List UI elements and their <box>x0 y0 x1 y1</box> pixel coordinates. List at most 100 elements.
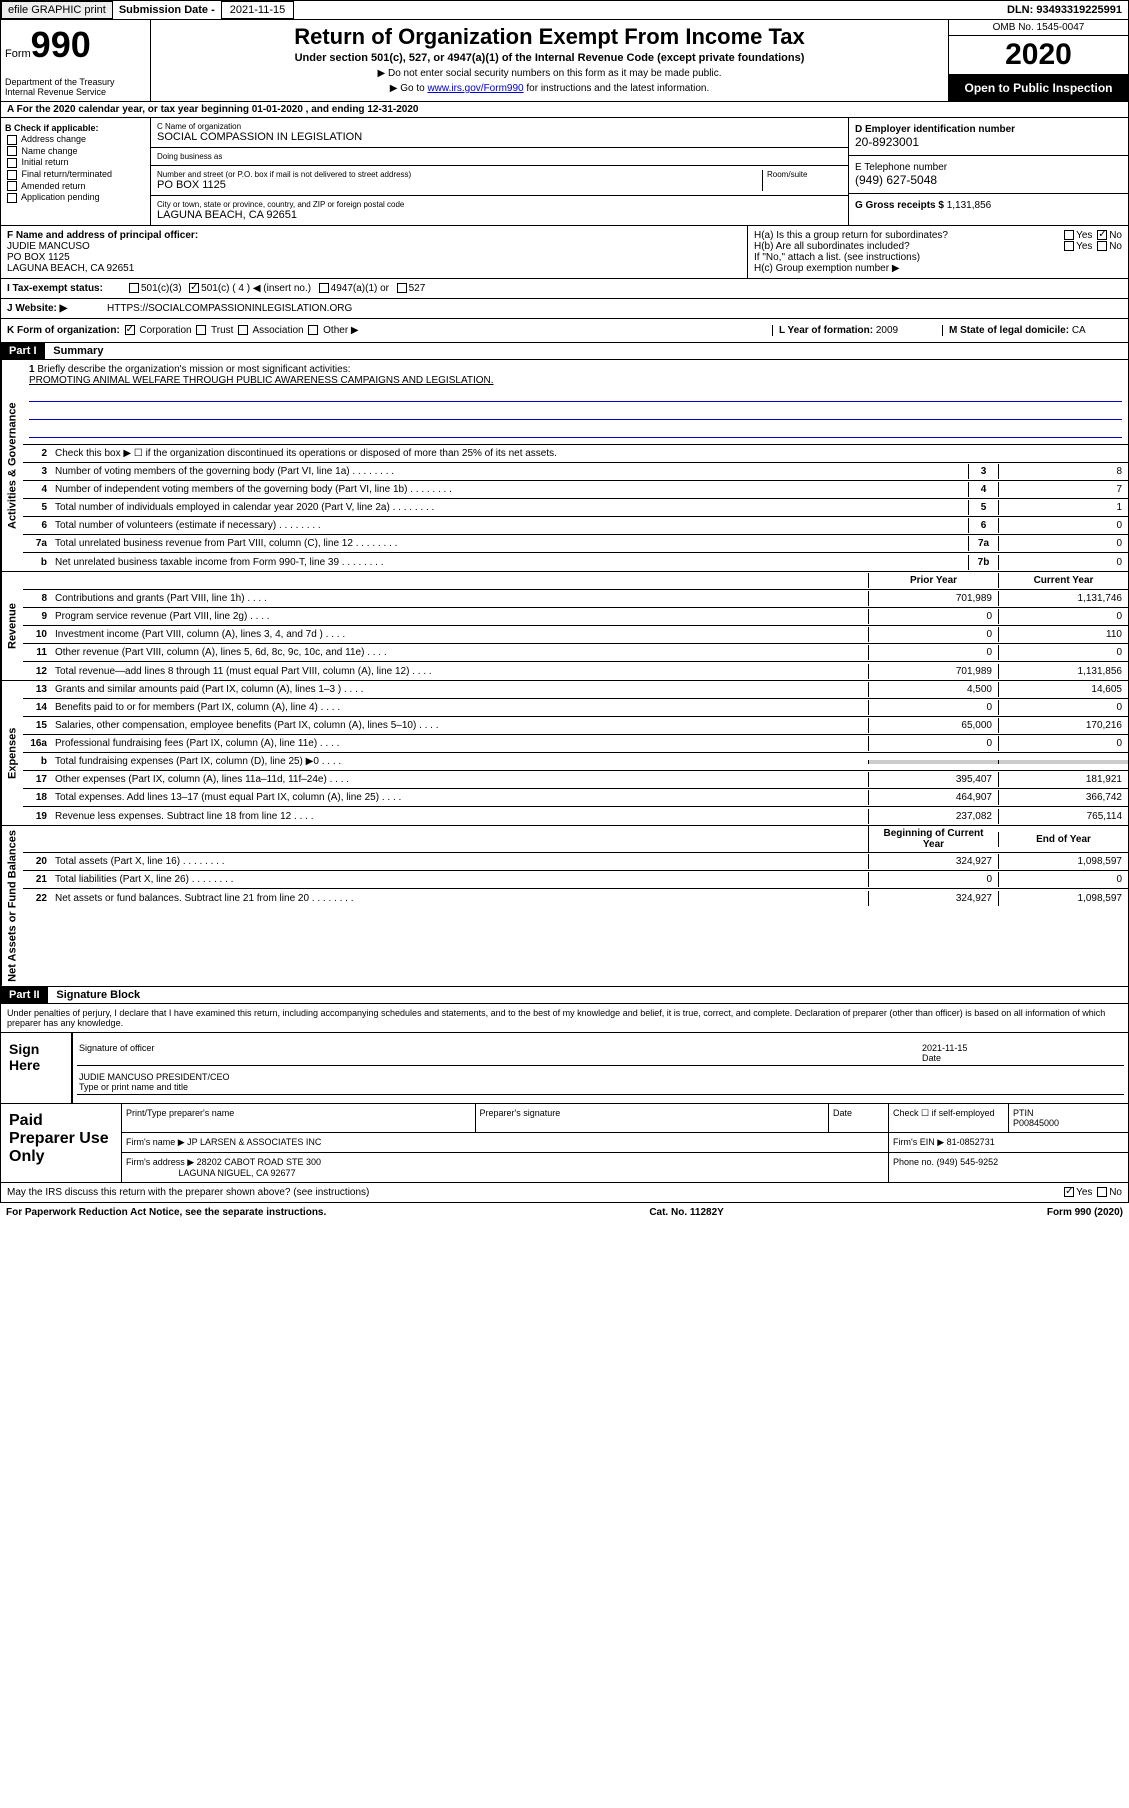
irs-link[interactable]: www.irs.gov/Form990 <box>427 83 523 94</box>
check-final-return[interactable] <box>7 170 17 180</box>
check-initial-return[interactable] <box>7 158 17 168</box>
discuss-yes[interactable] <box>1064 1187 1074 1197</box>
submission-date: 2021-11-15 <box>221 1 294 19</box>
tax-year: 2020 <box>949 36 1128 75</box>
open-to-public: Open to Public Inspection <box>949 75 1128 101</box>
org-name: SOCIAL COMPASSION IN LEGISLATION <box>157 131 842 143</box>
expenses-vlabel: Expenses <box>1 681 23 825</box>
check-amended[interactable] <box>7 181 17 191</box>
check-trust[interactable] <box>196 325 206 335</box>
gross-label: G Gross receipts $ <box>855 200 944 211</box>
discuss-label: May the IRS discuss this return with the… <box>7 1187 369 1198</box>
no-label2: No <box>1109 241 1122 252</box>
net-begin: 324,927 <box>868 891 998 906</box>
gov-line-text: Total number of volunteers (estimate if … <box>51 518 968 533</box>
prep-phone: (949) 545-9252 <box>937 1157 999 1167</box>
firm-addr2: LAGUNA NIGUEL, CA 92677 <box>179 1168 296 1178</box>
opt-527: 527 <box>409 283 426 294</box>
exp-current: 0 <box>998 736 1128 751</box>
block-i: I Tax-exempt status: 501(c)(3) 501(c) ( … <box>0 279 1129 299</box>
hb-no[interactable] <box>1097 241 1107 251</box>
sig-date: 2021-11-15 <box>922 1043 1122 1053</box>
line2: Check this box ▶ ☐ if the organization d… <box>51 446 1128 461</box>
state-domicile: CA <box>1072 325 1086 336</box>
label-address-change: Address change <box>21 134 86 144</box>
label-pending: Application pending <box>21 192 100 202</box>
year-formation: 2009 <box>876 325 898 336</box>
exp-line-text: Other expenses (Part IX, column (A), lin… <box>51 772 868 787</box>
check-501c3[interactable] <box>129 283 139 293</box>
governance-vlabel: Activities & Governance <box>1 360 23 571</box>
firm-addr1: 28202 CABOT ROAD STE 300 <box>197 1157 321 1167</box>
officer-label: F Name and address of principal officer: <box>7 230 198 241</box>
hb-yes[interactable] <box>1064 241 1074 251</box>
gov-line-box: 7b <box>968 555 998 570</box>
part2-title: Signature Block <box>50 987 146 1003</box>
col-begin: Beginning of Current Year <box>868 826 998 852</box>
blocks-deg: D Employer identification number 20-8923… <box>848 118 1128 225</box>
check-other[interactable] <box>308 325 318 335</box>
paid-preparer-label: Paid Preparer Use Only <box>1 1104 121 1182</box>
omb-number: OMB No. 1545-0047 <box>949 20 1128 36</box>
rev-prior: 701,989 <box>868 591 998 606</box>
check-address-change[interactable] <box>7 135 17 145</box>
net-end: 1,098,597 <box>998 854 1128 869</box>
submission-label: Submission Date - <box>113 2 221 18</box>
rev-prior: 701,989 <box>868 664 998 679</box>
rev-current: 1,131,746 <box>998 591 1128 606</box>
efile-print-button[interactable]: efile GRAPHIC print <box>1 1 113 19</box>
check-assoc[interactable] <box>238 325 248 335</box>
gov-line-text: Number of voting members of the governin… <box>51 464 968 479</box>
part1-badge: Part I <box>1 343 45 359</box>
col-end: End of Year <box>998 832 1128 847</box>
discuss-no[interactable] <box>1097 1187 1107 1197</box>
perjury-statement: Under penalties of perjury, I declare th… <box>0 1004 1129 1033</box>
check-527[interactable] <box>397 283 407 293</box>
addr: PO BOX 1125 <box>157 179 762 191</box>
mission-label: Briefly describe the organization's miss… <box>37 364 350 375</box>
block-j: J Website: ▶ HTTPS://SOCIALCOMPASSIONINL… <box>0 299 1129 319</box>
officer-addr2: LAGUNA BEACH, CA 92651 <box>7 263 741 274</box>
gross-receipts: 1,131,856 <box>947 200 992 211</box>
ha-yes[interactable] <box>1064 230 1074 240</box>
col-current: Current Year <box>998 573 1128 588</box>
net-line-text: Net assets or fund balances. Subtract li… <box>51 891 868 906</box>
yes-label: Yes <box>1076 230 1092 241</box>
footer-center: Cat. No. 11282Y <box>649 1207 723 1218</box>
ha-no[interactable] <box>1097 230 1107 240</box>
opt-assoc: Association <box>252 325 303 336</box>
firm-ein-label: Firm's EIN ▶ <box>893 1137 944 1147</box>
check-4947[interactable] <box>319 283 329 293</box>
expenses-section: Expenses 13Grants and similar amounts pa… <box>0 681 1129 826</box>
check-name-change[interactable] <box>7 146 17 156</box>
block-b-label: B Check if applicable: <box>5 123 99 133</box>
year-form-label: L Year of formation: <box>779 325 873 336</box>
gov-line-text: Total unrelated business revenue from Pa… <box>51 536 968 551</box>
part2-badge: Part II <box>1 987 48 1003</box>
exp-prior: 237,082 <box>868 809 998 824</box>
blank-line3 <box>29 424 1122 438</box>
check-pending[interactable] <box>7 193 17 203</box>
gov-line-box: 6 <box>968 518 998 533</box>
city: LAGUNA BEACH, CA 92651 <box>157 209 842 221</box>
instr-pre: Go to <box>400 83 427 94</box>
addr-label: Number and street (or P.O. box if mail i… <box>157 170 762 179</box>
org-name-label: C Name of organization <box>157 122 842 131</box>
gov-line-val: 0 <box>998 518 1128 533</box>
check-corp[interactable] <box>125 325 135 335</box>
opt-other: Other ▶ <box>323 325 358 336</box>
exp-current: 181,921 <box>998 772 1128 787</box>
gov-line-val: 0 <box>998 536 1128 551</box>
form-number: 990 <box>31 24 91 65</box>
rev-current: 0 <box>998 609 1128 624</box>
rev-current: 0 <box>998 645 1128 660</box>
top-bar: efile GRAPHIC print Submission Date - 20… <box>0 0 1129 20</box>
gov-line-val: 7 <box>998 482 1128 497</box>
sign-here-section: Sign Here Signature of officer 2021-11-1… <box>0 1033 1129 1104</box>
exp-prior: 0 <box>868 736 998 751</box>
check-501c[interactable] <box>189 283 199 293</box>
phone-label: E Telephone number <box>855 162 1122 173</box>
sig-date-label: Date <box>922 1053 1122 1063</box>
ptin-label: PTIN <box>1013 1108 1124 1118</box>
block-klm: K Form of organization: Corporation Trus… <box>0 319 1129 343</box>
